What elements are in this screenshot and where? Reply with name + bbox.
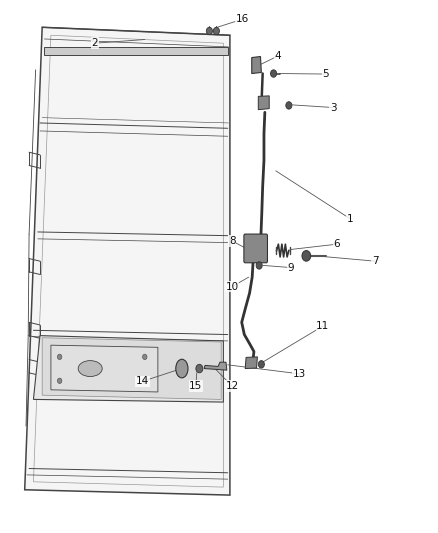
Polygon shape — [252, 56, 261, 74]
Circle shape — [271, 70, 277, 77]
Circle shape — [256, 262, 262, 269]
Circle shape — [258, 361, 265, 368]
Circle shape — [196, 365, 203, 373]
Circle shape — [206, 27, 212, 35]
Text: 2: 2 — [91, 38, 98, 48]
Text: 14: 14 — [136, 376, 149, 386]
Text: 3: 3 — [330, 102, 337, 112]
Polygon shape — [33, 336, 223, 402]
Polygon shape — [42, 338, 221, 399]
Polygon shape — [25, 27, 230, 495]
Text: 10: 10 — [226, 282, 239, 292]
Circle shape — [57, 378, 62, 383]
Text: 4: 4 — [275, 51, 281, 61]
Text: 6: 6 — [334, 239, 340, 249]
Circle shape — [57, 354, 62, 360]
Ellipse shape — [176, 359, 188, 378]
Text: 1: 1 — [346, 214, 353, 224]
Polygon shape — [44, 47, 228, 55]
Text: 8: 8 — [229, 236, 235, 246]
Circle shape — [213, 27, 219, 35]
Circle shape — [302, 251, 311, 261]
Text: 9: 9 — [288, 263, 294, 272]
Polygon shape — [245, 357, 258, 368]
Circle shape — [143, 354, 147, 360]
Text: 11: 11 — [316, 321, 329, 331]
Text: 5: 5 — [323, 69, 329, 79]
Text: 12: 12 — [226, 381, 239, 391]
FancyBboxPatch shape — [244, 234, 268, 263]
Text: 7: 7 — [372, 256, 378, 266]
Text: 13: 13 — [293, 369, 307, 379]
Ellipse shape — [78, 361, 102, 376]
Circle shape — [143, 378, 147, 383]
Polygon shape — [51, 345, 158, 392]
Text: 16: 16 — [236, 14, 249, 25]
Polygon shape — [258, 96, 269, 110]
Circle shape — [286, 102, 292, 109]
Polygon shape — [204, 362, 227, 370]
Text: 15: 15 — [189, 381, 202, 391]
